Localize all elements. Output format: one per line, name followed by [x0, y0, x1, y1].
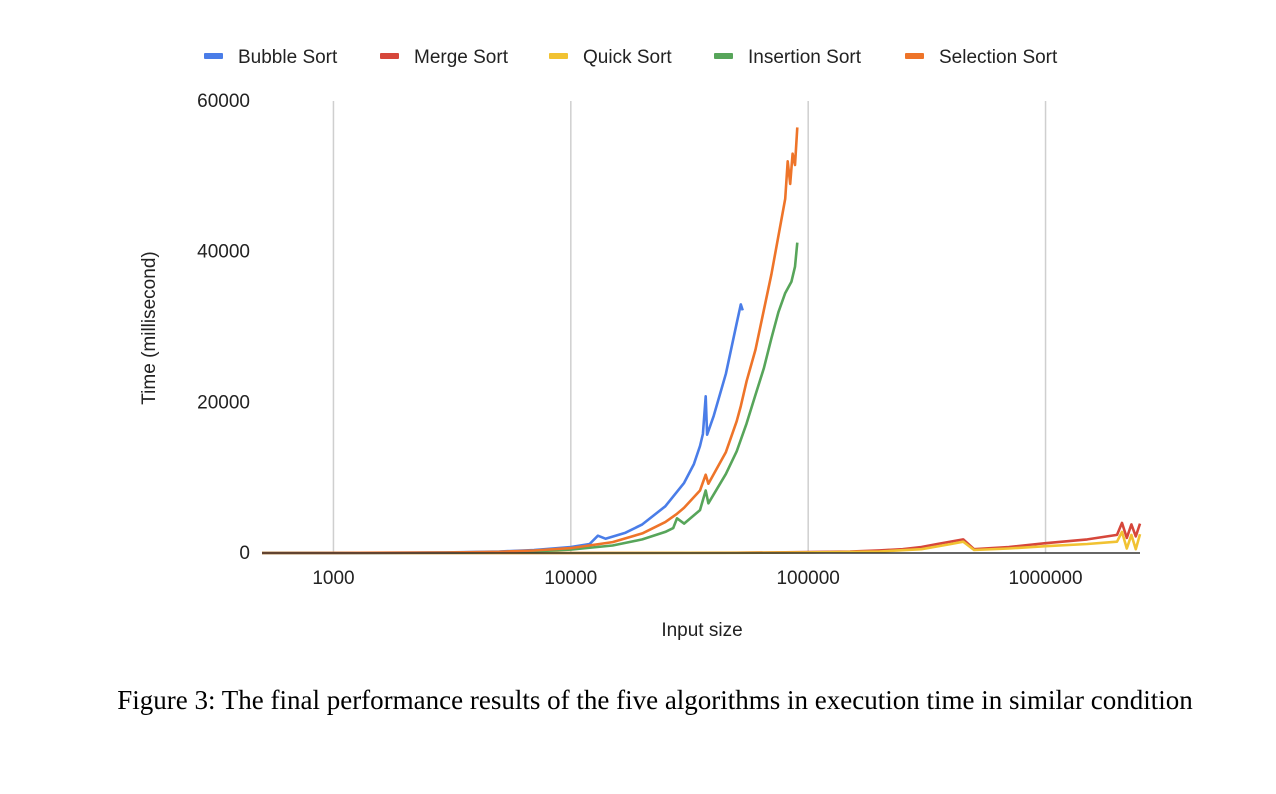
legend-swatch: [380, 53, 399, 59]
legend-label: Insertion Sort: [748, 47, 862, 68]
legend-swatch: [549, 53, 568, 59]
legend-label: Merge Sort: [414, 47, 509, 68]
legend-label: Quick Sort: [583, 47, 672, 68]
legend-swatch: [204, 53, 223, 59]
figure-caption: Figure 3: The final performance results …: [117, 685, 1193, 715]
legend-label: Bubble Sort: [238, 47, 338, 68]
legend-item: Bubble Sort: [204, 47, 338, 68]
x-axis-ticks: 1000 10000 100000 1000000: [312, 568, 1082, 589]
legend-label: Selection Sort: [939, 47, 1058, 68]
legend-swatch: [905, 53, 924, 59]
legend-item: Selection Sort: [905, 47, 1058, 68]
legend-item: Merge Sort: [380, 47, 509, 68]
x-tick-label: 1000000: [1009, 568, 1083, 589]
series-line-selection-sort: [261, 127, 799, 555]
series-line-quick-sort: [262, 530, 1142, 555]
x-tick-label: 100000: [776, 568, 839, 589]
gridlines: [332, 101, 1047, 553]
y-axis-ticks: 0 20000 40000 60000: [197, 91, 250, 564]
y-tick-label: 20000: [197, 392, 250, 413]
legend-swatch: [714, 53, 733, 59]
x-tick-label: 1000: [312, 568, 354, 589]
legend-item: Quick Sort: [549, 47, 672, 68]
series-line-insertion-sort: [262, 242, 799, 555]
y-axis-label: Time (millisecond): [139, 251, 160, 404]
legend-item: Insertion Sort: [714, 47, 862, 68]
line-chart: Bubble Sort Merge Sort Quick Sort Insertion…: [139, 47, 1142, 641]
y-tick-label: 60000: [197, 91, 250, 112]
y-tick-label: 0: [239, 543, 250, 564]
chart-legend: Bubble Sort Merge Sort Quick Sort Insertion…: [204, 47, 1058, 68]
y-tick-label: 40000: [197, 242, 250, 263]
x-axis-label: Input size: [661, 620, 742, 641]
x-tick-label: 10000: [544, 568, 597, 589]
series-layer: [261, 127, 1142, 555]
